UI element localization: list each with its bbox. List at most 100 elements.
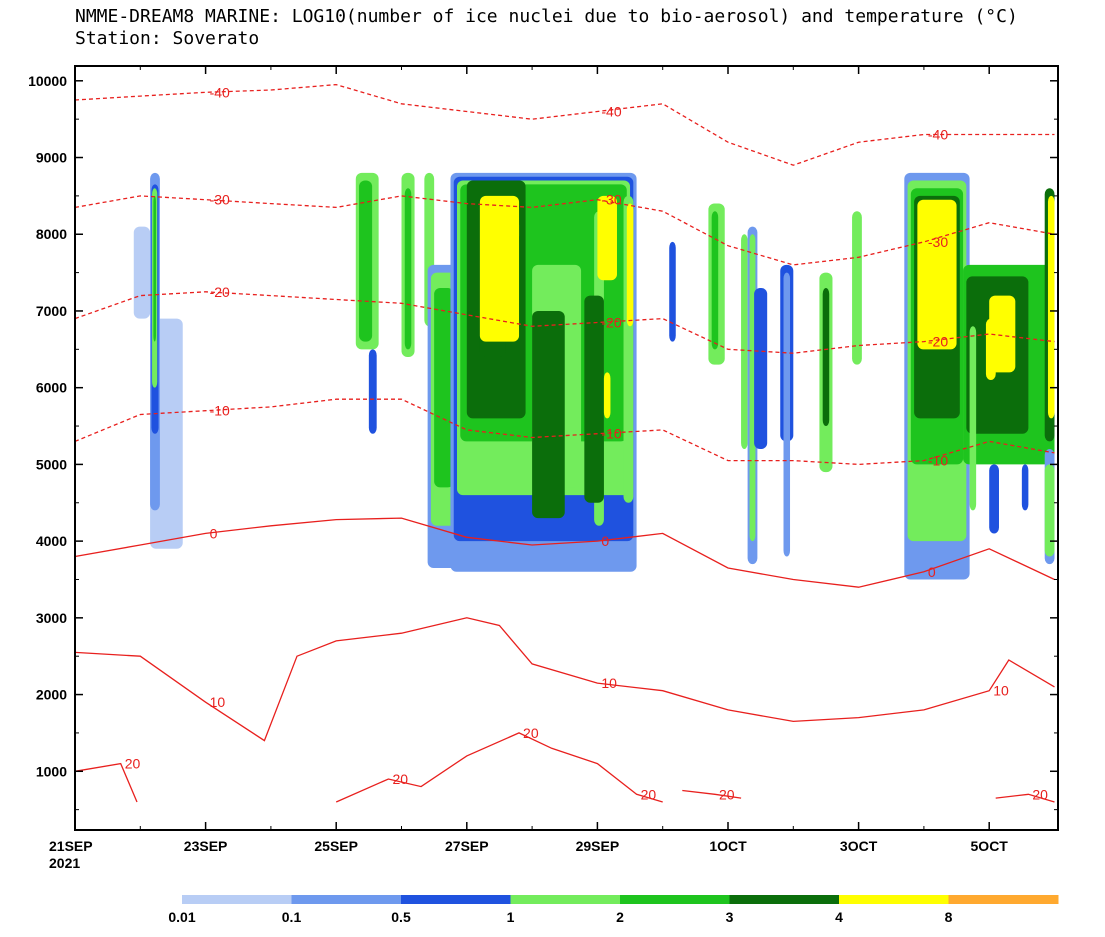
ice-nuclei-fill-region [434,287,454,488]
ice-nuclei-fill-region [1047,195,1055,419]
ice-nuclei-fill-region [153,195,156,342]
ice-nuclei-fill-region [917,199,957,350]
x-tick-label: 25SEP [314,838,358,854]
ice-nuclei-fill-layer [133,172,1055,580]
temperature-contour-label: 20 [125,756,141,772]
y-tick-label: 7000 [36,303,67,319]
x-tick-label: 23SEP [184,838,228,854]
colorbar: 0.01 0.1 0.5 1 2 3 4 8 [168,895,1059,925]
temperature-contour-label: -10 [210,403,230,419]
colorbar-swatch [620,895,730,904]
temperature-contour-label: 0 [210,525,218,541]
ice-nuclei-fill-region [989,464,999,534]
ice-nuclei-fill-region [783,272,791,557]
colorbar-label: 0.1 [282,909,302,925]
temperature-contour-label: 20 [641,786,657,802]
ice-nuclei-fill-region [603,372,611,419]
colorbar-label: 8 [945,909,953,925]
x-tick-label: 3OCT [840,838,878,854]
ice-nuclei-fill-region [989,295,1016,373]
colorbar-label: 2 [616,909,624,925]
temperature-contour-line [335,732,663,803]
temperature-contour-line [682,789,742,799]
x-tick-label: 5OCT [971,838,1009,854]
x-year-label: 2021 [49,855,80,871]
ice-nuclei-fill-region [133,226,151,319]
ice-nuclei-fill-region [626,203,634,327]
temperature-contour-line [74,83,1055,166]
y-tick-label: 6000 [36,380,67,396]
ice-nuclei-fill-region [597,195,617,281]
temperature-contour-line [74,762,138,803]
temperature-contour-label: -30 [210,192,230,208]
temperature-contour-label: 20 [392,771,408,787]
ice-nuclei-fill-region [711,211,719,350]
colorbar-swatch [291,895,402,904]
temperature-contour-label: -40 [928,127,948,143]
y-tick-label: 3000 [36,610,67,626]
ice-nuclei-fill-region [852,211,862,365]
temperature-contour-label: 20 [719,786,735,802]
temperature-contour-label: 0 [601,533,609,549]
temperature-contour-label: -20 [928,334,948,350]
ice-nuclei-fill-region [532,310,565,519]
colorbar-label: 0.5 [391,909,411,925]
colorbar-label: 1 [507,909,515,925]
ice-nuclei-fill-region [754,287,768,450]
title-block: NMME-DREAM8 MARINE: LOG10(number of ice … [75,6,1018,50]
colorbar-swatch [948,895,1059,904]
colorbar-swatch [401,895,511,904]
temperature-contour-label: 20 [523,725,539,741]
temperature-contour-label: 0 [928,564,936,580]
y-tick-label: 1000 [36,763,67,779]
y-tick-label: 9000 [36,150,67,166]
temperature-contour-label: -10 [601,426,621,442]
x-tick-label: 1OCT [709,838,747,854]
temperature-contour-label: -20 [601,314,621,330]
y-tick-label: 10000 [28,73,67,89]
ice-nuclei-fill-region [584,295,604,503]
y-tick-label: 8000 [36,226,67,242]
x-tick-label: 27SEP [445,838,489,854]
colorbar-label: 4 [835,909,843,925]
ice-nuclei-fill-region [741,234,748,450]
ice-nuclei-fill-region [969,326,977,511]
y-axis: 1000200030004000500060007000800090001000… [28,73,1058,811]
chart-subtitle: Station: Soverato [75,28,260,49]
y-tick-label: 4000 [36,533,67,549]
plot-frame [74,65,1059,831]
chart-title: NMME-DREAM8 MARINE: LOG10(number of ice … [75,6,1018,27]
ice-nuclei-fill-region [1044,464,1055,557]
temperature-contour-line [74,617,1055,742]
colorbar-label: 0.01 [168,909,195,925]
colorbar-swatch [510,895,621,904]
ice-nuclei-fill-region [749,234,756,542]
ice-nuclei-fill-region [515,218,520,242]
temperature-contour-line [74,517,1055,588]
colorbar-label: 3 [726,909,734,925]
temperature-contour-label: 20 [1032,786,1048,802]
temperature-contour-label: -30 [601,192,621,208]
colorbar-swatch [839,895,949,904]
temperature-contour-line [74,398,1055,466]
colorbar-swatch [729,895,840,904]
x-axis: 21SEP 23SEP 25SEP 27SEP 29SEP 1OCT 3OCT 5OCT202… [49,66,1008,871]
temperature-contour-label: -10 [928,453,948,469]
temperature-contour-label: 10 [210,694,226,710]
x-tick-label: 29SEP [576,838,620,854]
temperature-contour-line [995,793,1055,803]
ice-nuclei-fill-region [822,287,830,427]
temperature-contour-label: -40 [210,84,230,100]
ice-nuclei-fill-region [404,188,412,350]
temperature-contour-label: -20 [210,284,230,300]
temperature-contour-label: -40 [601,103,621,119]
ice-nuclei-fill-region [359,180,373,342]
ice-nuclei-fill-region [669,241,676,342]
temperature-contour-layer: -40 -40 -40 -30 -30 -30 -20 -20 -20 -10 -10 -10 0 0 0 1… [74,83,1055,803]
x-tick-label: 21SEP [49,838,93,854]
ice-nuclei-fill-region [1021,464,1029,511]
temperature-contour-line [74,195,1055,266]
temperature-contour-label: 10 [993,683,1009,699]
ice-nuclei-fill-region [479,195,520,342]
